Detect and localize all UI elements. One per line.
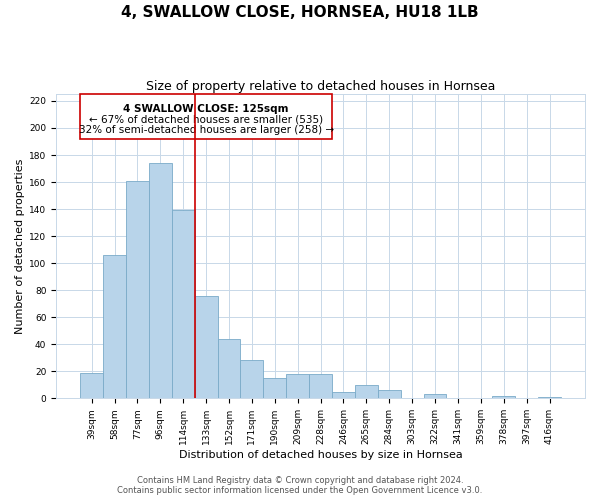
Bar xyxy=(378,390,401,398)
Bar xyxy=(424,394,446,398)
Bar xyxy=(241,360,263,399)
Title: Size of property relative to detached houses in Hornsea: Size of property relative to detached ho… xyxy=(146,80,495,93)
Text: 4, SWALLOW CLOSE, HORNSEA, HU18 1LB: 4, SWALLOW CLOSE, HORNSEA, HU18 1LB xyxy=(121,5,479,20)
Bar xyxy=(172,210,194,398)
Bar xyxy=(80,372,103,398)
Y-axis label: Number of detached properties: Number of detached properties xyxy=(15,158,25,334)
Bar xyxy=(263,378,286,398)
X-axis label: Distribution of detached houses by size in Hornsea: Distribution of detached houses by size … xyxy=(179,450,463,460)
Bar xyxy=(332,392,355,398)
Text: 4 SWALLOW CLOSE: 125sqm: 4 SWALLOW CLOSE: 125sqm xyxy=(124,104,289,114)
Bar xyxy=(286,374,309,398)
Text: ← 67% of detached houses are smaller (535): ← 67% of detached houses are smaller (53… xyxy=(89,114,323,124)
FancyBboxPatch shape xyxy=(80,94,332,139)
Bar xyxy=(218,339,241,398)
Bar xyxy=(309,374,332,398)
Bar xyxy=(103,255,126,398)
Text: 32% of semi-detached houses are larger (258) →: 32% of semi-detached houses are larger (… xyxy=(79,126,334,136)
Bar xyxy=(492,396,515,398)
Bar xyxy=(538,397,561,398)
Bar xyxy=(126,180,149,398)
Bar xyxy=(194,296,218,399)
Text: Contains HM Land Registry data © Crown copyright and database right 2024.
Contai: Contains HM Land Registry data © Crown c… xyxy=(118,476,482,495)
Bar xyxy=(355,385,378,398)
Bar xyxy=(149,163,172,398)
